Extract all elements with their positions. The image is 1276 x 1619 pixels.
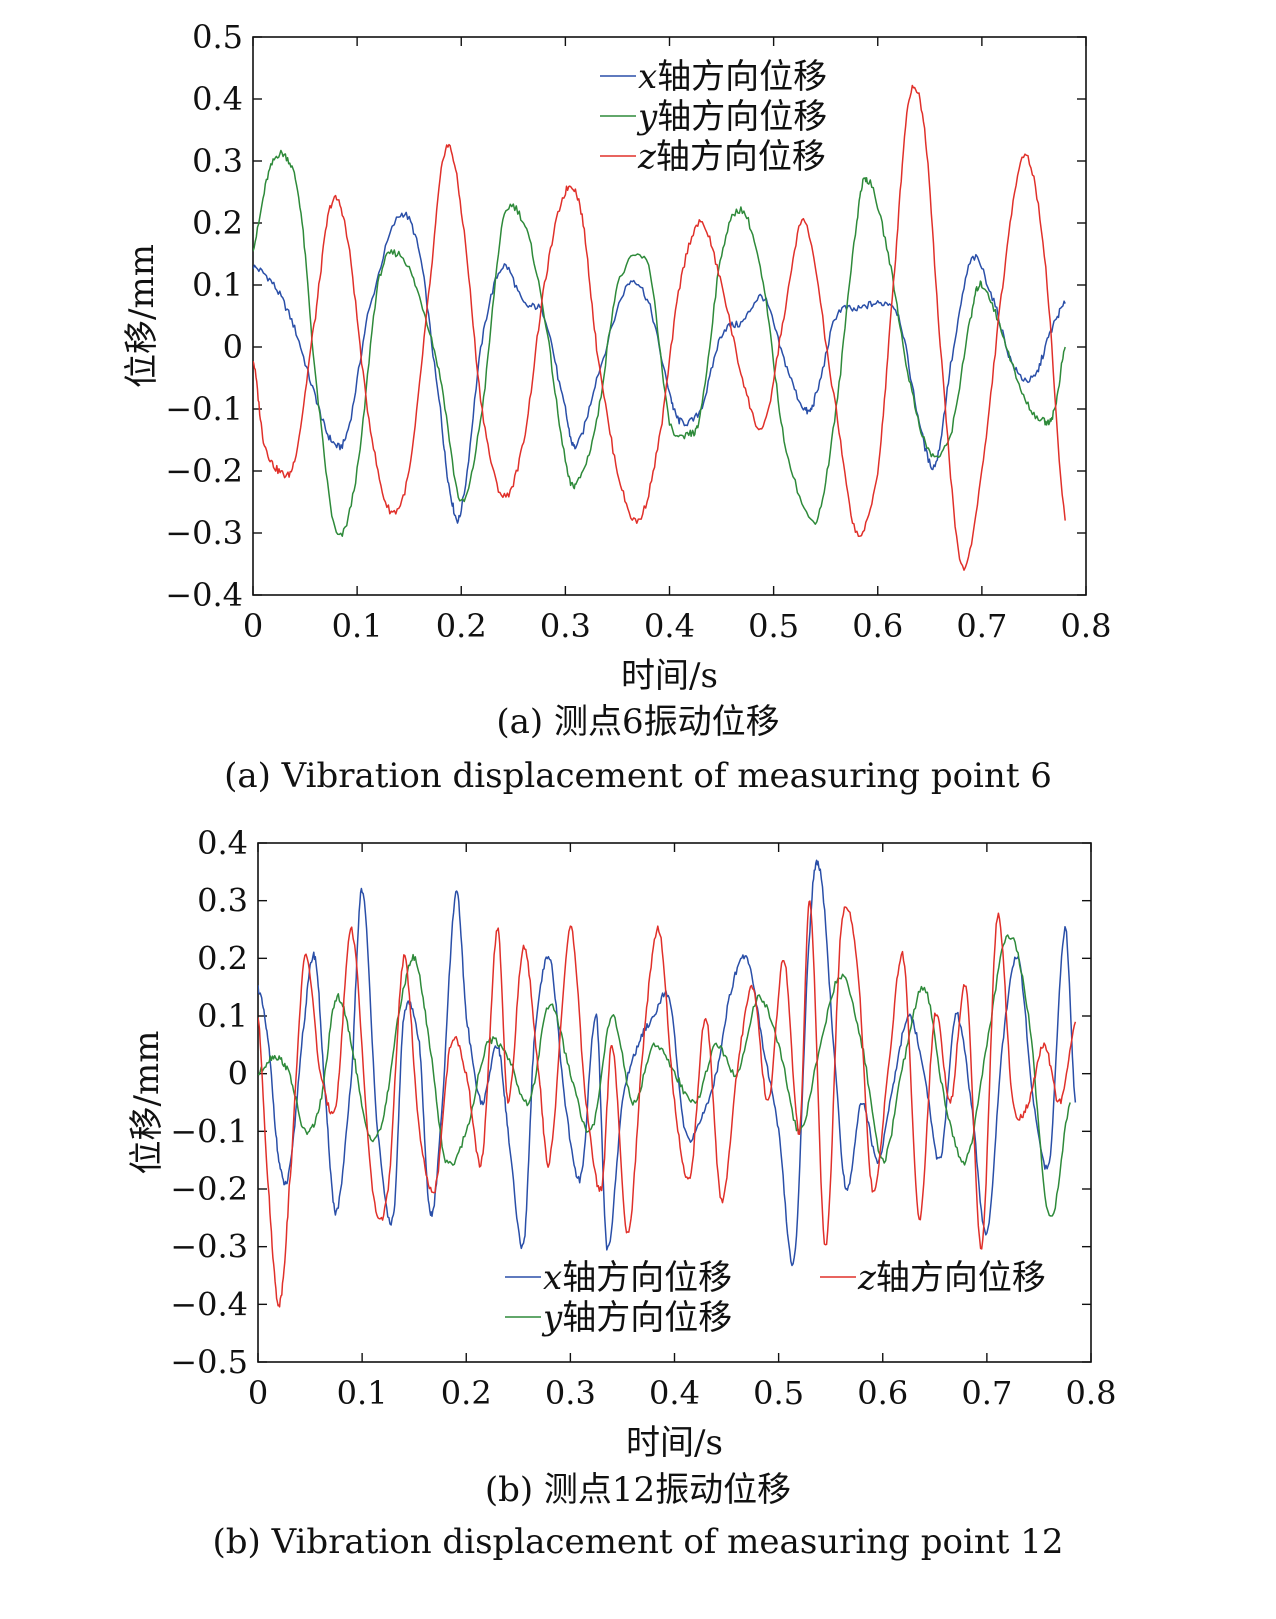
- y-tick-label: −0.5: [170, 1343, 248, 1381]
- series-group: [253, 84, 1066, 571]
- series-line-z: [253, 84, 1066, 571]
- series-line-x: [253, 211, 1066, 524]
- y-tick-label: 0.2: [197, 939, 248, 977]
- y-tick-label: 0: [223, 328, 243, 366]
- legend-label-x: x轴方向位移: [543, 1258, 732, 1298]
- series-line-x: [258, 859, 1077, 1267]
- x-tick-label: 0.6: [852, 607, 903, 645]
- y-tick-label: −0.4: [165, 576, 243, 614]
- y-tick-label: 0.4: [197, 824, 248, 862]
- x-tick-label: 0.8: [1066, 1374, 1117, 1412]
- y-tick-label: −0.2: [165, 452, 243, 490]
- y-tick-label: −0.3: [170, 1228, 248, 1266]
- y-tick-label: −0.2: [170, 1170, 248, 1208]
- series-line-z: [258, 900, 1077, 1308]
- x-tick-label: 0.4: [644, 607, 695, 645]
- y-tick-label: −0.1: [165, 390, 243, 428]
- x-tick-label: 0.7: [956, 607, 1007, 645]
- chart-panel-b: 0 0.1 0.2 0.3 0.4 0.5 0.6 0.7 0.8 −0.5 −0.4 −0.3 −0.…: [0, 820, 1276, 1619]
- x-tick-label: 0.5: [753, 1374, 804, 1412]
- y-tick-label: 0.3: [197, 882, 248, 920]
- y-tick-label: 0.1: [192, 266, 243, 304]
- series-group: [258, 859, 1077, 1308]
- x-tick-label: 0.7: [961, 1374, 1012, 1412]
- x-tick-label: 0.3: [540, 607, 591, 645]
- legend-label-y: y轴方向位移: [541, 1298, 732, 1338]
- legend-label-z: z轴方向位移: [857, 1258, 1046, 1298]
- y-axis-label: 位移/mm: [122, 244, 162, 388]
- legend-label-x: x轴方向位移: [638, 57, 827, 97]
- chart-a-caption-en: (a) Vibration displacement of measuring …: [224, 756, 1052, 796]
- y-tick-label: −0.4: [170, 1285, 248, 1323]
- y-tick-label: −0.3: [165, 514, 243, 552]
- y-tick-label: 0.1: [197, 997, 248, 1035]
- x-axis-label: 时间/s: [626, 1423, 723, 1463]
- x-tick-label: 0.3: [545, 1374, 596, 1412]
- x-tick-label: 0.8: [1061, 607, 1112, 645]
- legend-label-y: y轴方向位移: [636, 97, 827, 137]
- y-tick-label: 0.2: [192, 204, 243, 242]
- x-tick-label: 0.5: [748, 607, 799, 645]
- chart-b-caption-en: (b) Vibration displacement of measuring …: [212, 1522, 1064, 1562]
- chart-panel-a: 0 0.1 0.2 0.3 0.4 0.5 0.6 0.7 0.8 −0.4 −0.3 −0.2 −0.…: [122, 18, 1112, 796]
- y-tick-label: 0: [228, 1055, 248, 1093]
- series-line-y: [253, 149, 1066, 537]
- y-tick-label: 0.4: [192, 80, 243, 118]
- x-tick-label: 0.2: [436, 607, 487, 645]
- y-tick-label: −0.1: [170, 1112, 248, 1150]
- y-tick-label: 0.3: [192, 142, 243, 180]
- x-tick-label: 0.4: [649, 1374, 700, 1412]
- legend-label-z: z轴方向位移: [637, 137, 826, 177]
- y-axis-label: 位移/mm: [127, 1031, 167, 1175]
- x-axis-label: 时间/s: [621, 656, 718, 696]
- chart-a-svg: 0 0.1 0.2 0.3 0.4 0.5 0.6 0.7 0.8 −0.4 −0.3 −0.2 −0.…: [122, 18, 1112, 696]
- x-tick-label: 0.2: [441, 1374, 492, 1412]
- x-tick-label: 0: [243, 607, 263, 645]
- x-tick-label: 0.1: [332, 607, 383, 645]
- chart-b-svg: 0 0.1 0.2 0.3 0.4 0.5 0.6 0.7 0.8 −0.5 −0.4 −0.3 −0.…: [127, 824, 1117, 1463]
- x-tick-label: 0.6: [857, 1374, 908, 1412]
- y-tick-label: 0.5: [192, 18, 243, 56]
- x-tick-label: 0: [248, 1374, 268, 1412]
- chart-a-caption-cn: (a) 测点6振动位移: [496, 702, 780, 742]
- chart-b-caption-cn: (b) 测点12振动位移: [484, 1470, 792, 1510]
- x-tick-label: 0.1: [337, 1374, 388, 1412]
